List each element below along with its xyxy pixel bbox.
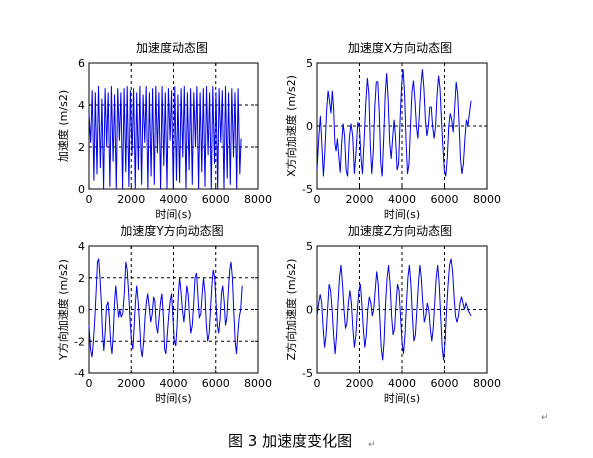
y-tick-label: 5	[306, 57, 313, 70]
chart-title: 加速度Y方向动态图	[120, 223, 223, 238]
x-tick-label: 0	[86, 193, 93, 206]
y-tick-label: -5	[302, 183, 313, 196]
data-series-line	[88, 86, 242, 190]
y-tick-label: 2	[78, 141, 85, 154]
x-tick-label: 2000	[346, 193, 374, 206]
x-tick-label: 0	[314, 377, 321, 390]
caption-return-mark: ↵	[368, 440, 376, 450]
chart-title: 加速度X方向动态图	[348, 40, 452, 55]
x-tick-label: 8000	[244, 377, 272, 390]
y-axis-label: Y方向加速度 (m/s2)	[56, 259, 70, 361]
y-tick-label: 2	[78, 272, 85, 285]
x-tick-label: 6000	[431, 377, 459, 390]
y-tick-label: 5	[306, 240, 313, 253]
y-axis-label: Z方向加速度 (m/s2)	[284, 259, 298, 361]
x-tick-label: 8000	[244, 193, 272, 206]
data-series-line	[316, 258, 472, 361]
y-tick-label: 4	[78, 99, 85, 112]
y-tick-label: 0	[306, 304, 313, 317]
x-axis-label: 时间(s)	[155, 208, 191, 221]
y-tick-label: -2	[74, 335, 85, 348]
x-tick-label: 4000	[388, 377, 416, 390]
y-tick-label: 0	[78, 304, 85, 317]
chart-title: 加速度动态图	[136, 40, 208, 55]
y-tick-label: -5	[302, 367, 313, 380]
x-tick-label: 0	[314, 193, 321, 206]
y-tick-label: 0	[306, 120, 313, 133]
x-tick-label: 6000	[202, 193, 230, 206]
x-tick-label: 4000	[160, 193, 188, 206]
x-axis-label: 时间(s)	[155, 392, 191, 405]
y-tick-label: 6	[78, 57, 85, 70]
y-tick-label: 0	[78, 183, 85, 196]
data-series-line	[88, 258, 243, 358]
x-tick-label: 4000	[160, 377, 188, 390]
x-axis-label: 时间(s)	[384, 392, 420, 405]
x-tick-label: 8000	[473, 193, 501, 206]
subplot-4: 0 2000 4000 6000 8000-505加速度Z方向动态图时间(s)Z方向加速…	[284, 223, 501, 405]
x-tick-label: 2000	[117, 193, 145, 206]
figure-caption: 图 3 加速度变化图	[228, 432, 352, 450]
x-tick-label: 6000	[202, 377, 230, 390]
y-axis-label: X方向加速度 (m/s2)	[284, 75, 298, 177]
x-tick-label: 0	[86, 377, 93, 390]
y-tick-label: -4	[74, 367, 85, 380]
subplot-2: 0 2000 4000 6000 8000-505加速度X方向动态图时间(s)X方向加速…	[284, 40, 501, 221]
y-tick-label: 4	[78, 240, 85, 253]
x-axis-label: 时间(s)	[384, 208, 420, 221]
stray-return-mark: ↵	[541, 413, 549, 423]
x-tick-label: 2000	[346, 377, 374, 390]
chart-title: 加速度Z方向动态图	[348, 223, 452, 238]
x-tick-label: 8000	[473, 377, 501, 390]
data-series-line	[316, 69, 472, 177]
x-tick-label: 6000	[431, 193, 459, 206]
x-tick-label: 4000	[388, 193, 416, 206]
y-axis-label: 加速度 (m/s2)	[56, 90, 70, 162]
x-tick-label: 2000	[117, 377, 145, 390]
